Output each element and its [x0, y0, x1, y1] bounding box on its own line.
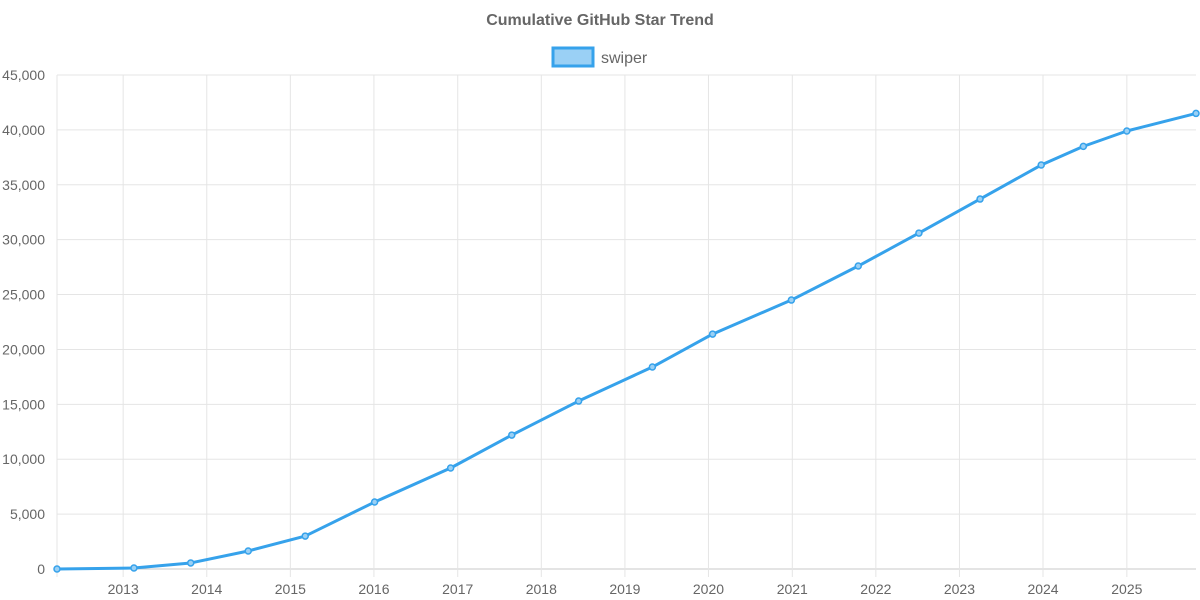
- y-tick-label: 45,000: [2, 67, 45, 83]
- data-point[interactable]: [244, 547, 252, 555]
- y-tick-label: 30,000: [2, 232, 45, 248]
- data-point[interactable]: [708, 330, 717, 338]
- y-tick-label: 35,000: [2, 177, 45, 193]
- legend[interactable]: swiper: [551, 46, 648, 68]
- series-swiper: [53, 109, 1200, 573]
- data-point[interactable]: [574, 397, 583, 405]
- x-tick-label: 2025: [1111, 581, 1142, 597]
- y-tick-label: 5,000: [10, 506, 45, 522]
- x-tick-label: 2024: [1027, 581, 1058, 597]
- data-point[interactable]: [1079, 142, 1088, 151]
- x-tick-label: 2014: [191, 581, 222, 597]
- grid: [56, 74, 1196, 577]
- x-tick-label: 2023: [944, 581, 975, 597]
- data-point[interactable]: [1192, 109, 1200, 118]
- data-point[interactable]: [186, 559, 195, 567]
- data-point[interactable]: [648, 363, 657, 371]
- data-point[interactable]: [446, 464, 455, 472]
- x-tick-label: 2015: [275, 581, 306, 597]
- data-point[interactable]: [301, 532, 309, 540]
- series-line: [56, 111, 1197, 571]
- data-point[interactable]: [370, 498, 379, 506]
- data-point[interactable]: [787, 296, 796, 304]
- y-tick-label: 10,000: [2, 451, 45, 467]
- data-point[interactable]: [53, 565, 61, 573]
- x-tick-label: 2022: [860, 581, 891, 597]
- y-tick-label: 25,000: [2, 287, 45, 303]
- x-axis: 2013 2014 2015 2016 2017 2018 2019 2020 2021 2022…: [108, 581, 1143, 597]
- data-point[interactable]: [915, 229, 923, 237]
- legend-swatch: [551, 46, 595, 68]
- data-point[interactable]: [1037, 161, 1045, 169]
- chart-title: Cumulative GitHub Star Trend: [486, 12, 714, 29]
- x-tick-label: 2020: [693, 581, 724, 597]
- data-point[interactable]: [976, 195, 984, 203]
- x-tick-label: 2013: [108, 581, 139, 597]
- data-point[interactable]: [1123, 127, 1131, 135]
- data-point[interactable]: [508, 431, 516, 439]
- data-point[interactable]: [854, 262, 862, 270]
- y-tick-label: 20,000: [2, 341, 45, 357]
- x-tick-label: 2021: [777, 581, 808, 597]
- x-tick-label: 2019: [609, 581, 640, 597]
- y-tick-label: 40,000: [2, 122, 45, 138]
- y-tick-label: 15,000: [2, 396, 45, 412]
- y-axis: 0 5,000 10,000 15,000 20,000 25,000 30,000 35,0…: [2, 67, 45, 577]
- x-tick-label: 2017: [442, 581, 473, 597]
- legend-label: swiper: [601, 50, 648, 67]
- x-tick-label: 2018: [526, 581, 557, 597]
- y-tick-label: 0: [37, 561, 45, 577]
- data-point[interactable]: [130, 564, 138, 572]
- x-tick-label: 2016: [358, 581, 389, 597]
